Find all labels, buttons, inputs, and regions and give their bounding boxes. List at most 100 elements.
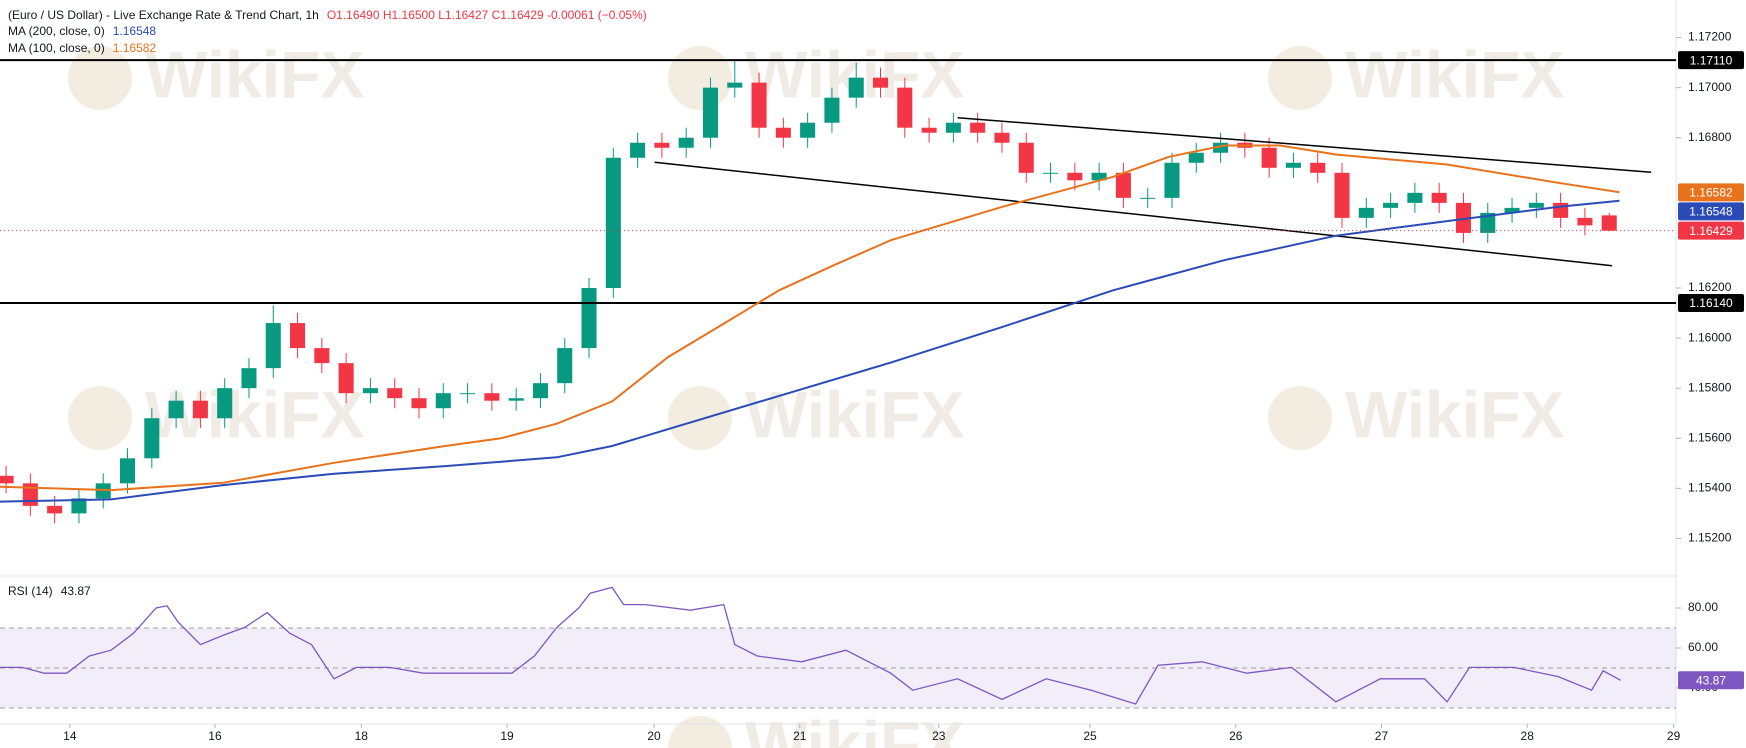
trend-line <box>957 116 1652 174</box>
watermark-logo <box>668 46 732 110</box>
candle-body <box>897 87 913 128</box>
candle-body <box>362 388 378 394</box>
x-tick-label: 29 <box>1667 729 1681 743</box>
plot: 1.17200 1.17000 1.16800 1.16200 1.16000 1.158… <box>0 30 1732 743</box>
candle-body <box>1043 172 1059 174</box>
candle-body <box>484 393 500 401</box>
rsi-value-label: 43.87 <box>1696 673 1726 687</box>
candle-body <box>1407 192 1423 203</box>
overlay: (Euro / US Dollar) - Live Exchange Rate … <box>8 8 1744 690</box>
candle-body <box>411 398 427 409</box>
candle-body <box>1115 172 1131 198</box>
candle-body <box>630 142 646 158</box>
legend-label: MA (100, close, 0) <box>8 41 105 55</box>
ma-value-label-box <box>1678 183 1744 202</box>
candle-body <box>460 393 476 395</box>
candle-body <box>192 400 208 419</box>
level-label-box <box>1678 51 1744 70</box>
ohlc-quote: O1.16490 H1.16500 L1.16427 C1.16429 -0.0… <box>327 8 647 22</box>
candle-body <box>800 122 816 138</box>
x-tick-label: 25 <box>1083 729 1097 743</box>
candle-body <box>119 458 136 484</box>
legend-label: MA (200, close, 0) <box>8 24 105 38</box>
x-tick-label: 16 <box>208 729 222 743</box>
y-tick-label: 1.16200 <box>1688 280 1732 294</box>
x-tick-label: 20 <box>647 729 661 743</box>
candle-body <box>314 348 330 364</box>
candle-body <box>241 368 257 389</box>
candle-body <box>921 127 937 133</box>
candle-body <box>1334 172 1350 218</box>
candle-body <box>848 77 864 98</box>
y-tick-label: 1.16000 <box>1688 330 1732 344</box>
candle-body <box>945 122 961 133</box>
y-tick-label: 1.17200 <box>1688 30 1732 44</box>
y-tick-label: 60.00 <box>1688 640 1718 654</box>
rsi-line <box>0 586 1622 705</box>
candle-body <box>1601 215 1617 231</box>
y-tick-label: 80.00 <box>1688 600 1718 614</box>
chart-title: (Euro / US Dollar) - Live Exchange Rate … <box>8 8 319 22</box>
candle-body <box>775 127 791 138</box>
x-tick-label: 19 <box>500 729 514 743</box>
candle-body <box>1140 197 1156 199</box>
trend-line <box>654 161 1613 267</box>
ma-value-label-box <box>1678 202 1744 221</box>
candle-body <box>387 388 403 399</box>
watermark: WikiFX <box>745 377 964 451</box>
candle-body <box>727 82 743 88</box>
y-tick-label: 1.17000 <box>1688 80 1732 94</box>
candle-body <box>581 288 597 349</box>
candle-body <box>338 363 354 394</box>
candle-body <box>1455 202 1471 233</box>
candle-body <box>994 132 1010 143</box>
y-tick-label: 1.15600 <box>1688 430 1732 444</box>
candle-body <box>1285 162 1301 168</box>
level-label-box <box>1678 294 1744 313</box>
candle-body <box>1261 147 1277 168</box>
watermark-logo <box>1268 46 1332 110</box>
candle-body <box>557 348 573 384</box>
x-tick-label: 21 <box>793 729 807 743</box>
candle-body <box>1528 202 1544 208</box>
rsi-legend-label: RSI (14) <box>8 584 53 598</box>
x-tick-label: 26 <box>1229 729 1243 743</box>
candle-body <box>290 323 306 349</box>
watermark: WikiFX <box>745 37 964 111</box>
candle-body <box>751 82 767 128</box>
watermark-logo <box>668 386 732 450</box>
candle-body <box>168 400 184 419</box>
candle-body <box>1018 142 1034 173</box>
candle-body <box>47 505 63 514</box>
candle-body <box>1213 142 1229 153</box>
candle-body <box>970 122 986 133</box>
candle-body <box>435 393 451 409</box>
candle-body <box>678 137 694 148</box>
y-tick-label: 1.15800 <box>1688 380 1732 394</box>
rsi-legend-value: 43.87 <box>61 584 91 598</box>
legend-value: 1.16548 <box>113 24 157 38</box>
candle-body <box>1383 202 1399 208</box>
watermark: WikiFX <box>1345 37 1564 111</box>
candle-body <box>1553 202 1569 218</box>
candle-body <box>217 388 233 419</box>
candle-body <box>1067 172 1083 181</box>
candle-body <box>1480 212 1496 233</box>
rsi-value-label-box <box>1678 671 1744 690</box>
x-tick-label: 14 <box>63 729 77 743</box>
watermark-logo <box>68 46 132 110</box>
ma-value-label: 1.16548 <box>1689 205 1733 219</box>
candle-body <box>605 157 621 288</box>
watermark: WikiFX <box>145 37 364 111</box>
x-tick-label: 23 <box>932 729 946 743</box>
legend-value: 1.16582 <box>113 41 157 55</box>
candle-body <box>1504 207 1520 213</box>
candle-body <box>1358 207 1374 218</box>
level-label: 1.16140 <box>1689 296 1733 310</box>
candle-body <box>1431 192 1447 203</box>
candle-body <box>532 383 548 399</box>
ma-value-label: 1.16582 <box>1689 186 1733 200</box>
